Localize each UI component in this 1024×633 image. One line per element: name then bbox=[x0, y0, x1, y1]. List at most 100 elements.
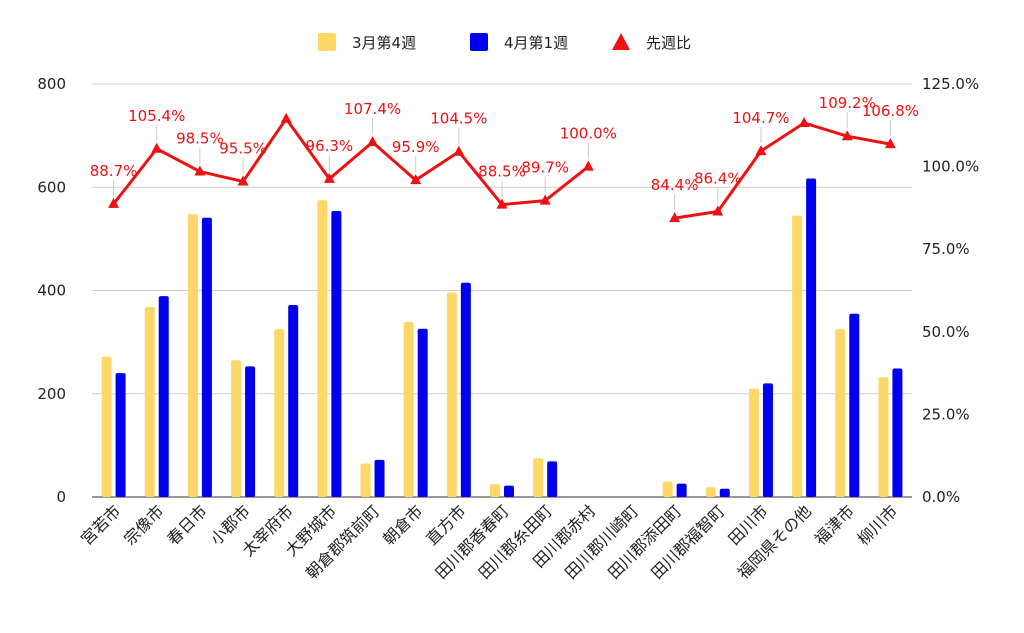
y-axis-left: 0 200 400 600 800 bbox=[37, 75, 66, 506]
y-axis-right: 0.0% 25.0% 50.0% 75.0% 100.0% 125.0% bbox=[922, 75, 979, 506]
bar bbox=[403, 321, 414, 497]
x-category-label: 柳川市 bbox=[854, 501, 901, 548]
bar bbox=[417, 328, 428, 497]
x-category-label: 朝倉市 bbox=[379, 501, 426, 548]
ratio-point bbox=[367, 136, 379, 147]
ratio-point bbox=[237, 175, 249, 186]
bar bbox=[878, 377, 889, 497]
bar bbox=[705, 487, 716, 497]
ratio-point bbox=[884, 138, 896, 149]
y-left-tick-label: 400 bbox=[37, 282, 66, 300]
bar bbox=[792, 215, 803, 498]
bar bbox=[274, 329, 285, 497]
legend-swatch bbox=[612, 33, 630, 50]
bar bbox=[187, 214, 198, 497]
data-label: 84.4% bbox=[651, 176, 699, 194]
ratio-point bbox=[108, 197, 120, 208]
ratio-point bbox=[151, 142, 163, 153]
bar bbox=[245, 366, 256, 497]
bar bbox=[360, 463, 371, 497]
y-right-tick-label: 50.0% bbox=[922, 323, 970, 341]
bar bbox=[504, 485, 514, 497]
legend: 3月第4週 4月第1週 先週比 bbox=[318, 33, 691, 52]
data-label: 88.5% bbox=[478, 163, 526, 181]
y-right-tick-label: 125.0% bbox=[922, 75, 979, 93]
data-label: 100.0% bbox=[560, 125, 617, 143]
bar bbox=[446, 292, 457, 497]
ratio-point bbox=[280, 112, 292, 123]
bar bbox=[317, 200, 328, 497]
data-label: 104.7% bbox=[732, 109, 789, 127]
data-label: 96.3% bbox=[306, 137, 354, 155]
ratio-line-segment bbox=[112, 117, 590, 207]
bar bbox=[849, 313, 860, 497]
legend-label: 4月第1週 bbox=[504, 34, 568, 52]
gridlines bbox=[92, 83, 912, 498]
bar bbox=[288, 304, 299, 497]
bar bbox=[231, 360, 242, 497]
data-label: 105.4% bbox=[128, 107, 185, 125]
y-left-tick-label: 600 bbox=[37, 178, 66, 196]
legend-label: 先週比 bbox=[646, 34, 691, 52]
ratio-point bbox=[410, 174, 422, 185]
bar bbox=[201, 217, 212, 498]
data-label: 107.4% bbox=[344, 100, 401, 118]
legend-swatch bbox=[318, 33, 336, 51]
bar bbox=[719, 488, 730, 497]
x-category-label: 宗像市 bbox=[120, 501, 167, 548]
y-right-tick-label: 0.0% bbox=[922, 488, 960, 506]
bars bbox=[101, 178, 903, 498]
bar bbox=[490, 484, 500, 497]
ratio-point bbox=[669, 212, 681, 223]
data-label: 98.5% bbox=[176, 130, 224, 148]
bar bbox=[835, 329, 846, 497]
data-label: 95.9% bbox=[392, 138, 440, 156]
x-category-label: 福津市 bbox=[811, 501, 858, 548]
data-label: 88.7% bbox=[90, 162, 138, 180]
bar bbox=[101, 356, 112, 497]
legend-label: 3月第4週 bbox=[352, 34, 416, 52]
bar bbox=[533, 458, 544, 497]
bar bbox=[892, 368, 903, 497]
y-left-tick-label: 800 bbox=[37, 75, 66, 93]
data-label: 104.5% bbox=[430, 110, 487, 128]
x-category-label: 宮若市 bbox=[77, 501, 124, 548]
x-category-label: 春日市 bbox=[163, 501, 210, 548]
bar bbox=[144, 307, 155, 497]
ratio-line-segment bbox=[674, 121, 891, 220]
ratio-point bbox=[712, 205, 724, 216]
y-left-tick-label: 0 bbox=[56, 488, 66, 506]
ratio-point bbox=[755, 145, 767, 156]
ratio-point bbox=[841, 130, 853, 141]
y-right-tick-label: 75.0% bbox=[922, 240, 970, 258]
ratio-point bbox=[798, 116, 810, 127]
ratio-point bbox=[194, 165, 206, 176]
data-label: 95.5% bbox=[219, 139, 267, 157]
ratio-point bbox=[323, 172, 335, 183]
data-label: 89.7% bbox=[521, 159, 569, 177]
ratio-point bbox=[539, 194, 551, 205]
legend-swatch bbox=[470, 33, 488, 51]
ratio-point bbox=[582, 160, 594, 171]
bar bbox=[374, 459, 385, 497]
bar bbox=[662, 481, 673, 497]
y-right-tick-label: 100.0% bbox=[922, 158, 979, 176]
y-left-tick-label: 200 bbox=[37, 385, 66, 403]
data-label: 106.8% bbox=[862, 102, 919, 120]
y-right-tick-label: 25.0% bbox=[922, 405, 970, 423]
x-axis-categories: 宮若市宗像市春日市小郡市太宰府市大野城市朝倉郡筑前町朝倉市直方市田川郡香春町田川… bbox=[77, 501, 901, 582]
bar bbox=[676, 483, 687, 497]
data-label: 86.4% bbox=[694, 170, 742, 188]
bar bbox=[762, 383, 773, 497]
bar bbox=[158, 296, 169, 497]
ratio-point bbox=[453, 145, 465, 156]
bar bbox=[806, 178, 817, 497]
ratio-point bbox=[496, 198, 508, 209]
bar bbox=[748, 388, 759, 497]
bar bbox=[547, 461, 558, 497]
bar bbox=[460, 282, 471, 497]
data-label: 109.2% bbox=[819, 94, 876, 112]
bar bbox=[115, 373, 126, 497]
ratio-line: 88.7% 105.4% 98.5%95.5% 96.3% 107.4% 95.9% 104… bbox=[90, 94, 919, 223]
